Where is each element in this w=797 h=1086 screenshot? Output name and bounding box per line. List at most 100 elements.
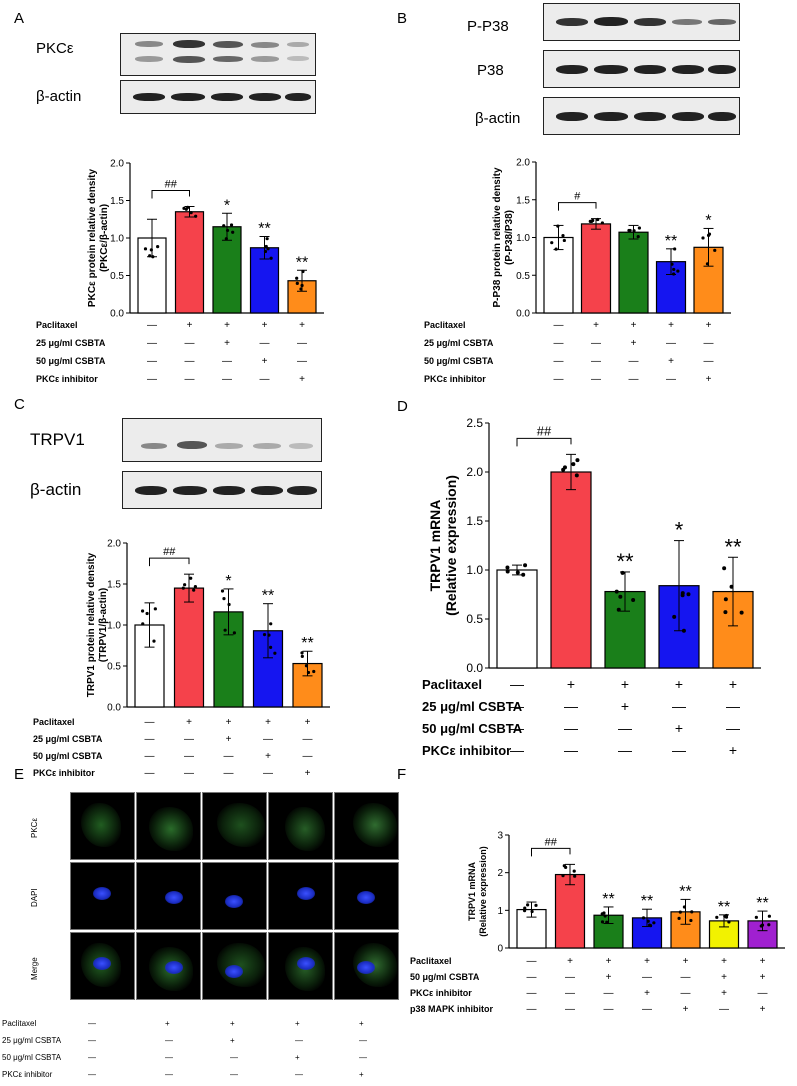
- data-point: [686, 592, 691, 597]
- condition-mark: +: [165, 1019, 170, 1028]
- data-point: [554, 247, 558, 251]
- data-point: [189, 576, 193, 580]
- condition-mark: —: [303, 751, 313, 762]
- y-axis-label-units: (PKCε/β-actin): [99, 204, 110, 272]
- condition-mark: —: [554, 374, 564, 385]
- data-point: [754, 915, 758, 919]
- data-point: [530, 909, 534, 914]
- condition-mark: +: [721, 972, 727, 983]
- data-point: [561, 874, 565, 878]
- data-point: [562, 465, 567, 470]
- data-point: [596, 217, 600, 222]
- data-point: [151, 255, 155, 259]
- condition-label: PKCε inhibitor: [33, 768, 95, 778]
- data-point: [192, 588, 196, 592]
- data-point: [616, 607, 621, 612]
- condition-mark: —: [147, 320, 157, 331]
- y-axis-label-units: (P-P38/P38): [504, 210, 515, 265]
- data-point: [605, 920, 609, 924]
- data-point: [574, 473, 579, 478]
- condition-mark: +: [265, 751, 271, 762]
- condition-mark: —: [263, 734, 273, 745]
- blot-label-actin-b: β-actin: [475, 110, 521, 127]
- condition-label: 25 μg/ml CSBTA: [424, 338, 494, 348]
- comparison-bracket: [531, 847, 571, 857]
- data-point: [723, 597, 728, 602]
- data-point: [523, 906, 527, 910]
- data-point: [713, 248, 717, 252]
- condition-mark: —: [260, 374, 270, 385]
- data-point: [672, 272, 676, 276]
- condition-label: 25 μg/ml CSBTA: [33, 734, 103, 744]
- condition-mark: —: [554, 356, 564, 367]
- condition-label: Paclitaxel: [422, 677, 482, 692]
- condition-label: Paclitaxel: [36, 320, 78, 330]
- bar: [618, 231, 649, 314]
- bracket-label: ##: [163, 546, 176, 558]
- data-point: [729, 584, 734, 589]
- condition-label: 50 μg/ml CSBTA: [33, 751, 103, 761]
- condition-mark: +: [299, 320, 305, 331]
- y-tick-label: 2.0: [466, 465, 483, 479]
- condition-mark: —: [230, 1053, 238, 1062]
- condition-mark: +: [729, 676, 737, 692]
- data-point: [232, 631, 236, 635]
- data-point: [269, 256, 273, 260]
- condition-mark: —: [165, 1070, 173, 1079]
- condition-mark: +: [224, 320, 230, 331]
- condition-mark: —: [629, 374, 639, 385]
- significance-label: **: [616, 549, 634, 574]
- condition-mark: +: [721, 956, 727, 967]
- condition-label: PKCε inhibitor: [422, 743, 511, 758]
- data-point: [652, 921, 656, 925]
- y-tick-label: 0.5: [466, 612, 483, 626]
- y-tick-label: 2.0: [110, 159, 124, 170]
- condition-mark: —: [554, 320, 564, 331]
- condition-mark: —: [554, 338, 564, 349]
- condition-label: Paclitaxel: [2, 1019, 37, 1028]
- condition-mark: —: [565, 1004, 575, 1015]
- condition-mark: —: [527, 1004, 537, 1015]
- data-point: [269, 622, 273, 626]
- micrograph-cell: [136, 792, 201, 860]
- condition-label: 25 μg/ml CSBTA: [2, 1036, 62, 1045]
- data-point: [140, 609, 145, 613]
- data-point: [637, 226, 641, 230]
- bracket-label: ##: [545, 836, 558, 848]
- y-tick-label: 2: [497, 868, 503, 879]
- condition-mark: —: [263, 768, 273, 779]
- data-point: [194, 214, 198, 218]
- data-point: [152, 639, 156, 643]
- condition-mark: —: [642, 1004, 652, 1015]
- y-axis-label-units: (Relative expression): [478, 846, 488, 937]
- blot-p38: [543, 50, 740, 88]
- y-axis-label: P-P38 protein relative density: [492, 167, 503, 307]
- data-point: [269, 645, 273, 649]
- condition-mark: —: [604, 1004, 614, 1015]
- significance-label: **: [602, 891, 614, 908]
- data-point: [670, 262, 674, 266]
- blot-actin-a: [120, 80, 316, 114]
- condition-mark: —: [295, 1070, 303, 1079]
- y-tick-label: 0.5: [110, 271, 124, 282]
- condition-mark: +: [305, 717, 311, 728]
- condition-mark: +: [760, 972, 766, 983]
- condition-mark: +: [295, 1053, 300, 1062]
- data-point: [521, 572, 526, 577]
- micrograph-cell: [268, 792, 333, 860]
- condition-mark: —: [564, 698, 578, 714]
- condition-mark: —: [564, 720, 578, 736]
- data-point: [299, 287, 303, 291]
- data-point: [681, 628, 686, 633]
- data-point: [672, 614, 677, 619]
- condition-mark: +: [187, 320, 193, 331]
- condition-mark: —: [145, 734, 155, 745]
- condition-label: 50 μg/ml CSBTA: [2, 1053, 62, 1062]
- condition-mark: +: [230, 1019, 235, 1028]
- y-tick-label: 0.5: [107, 662, 121, 673]
- significance-label: **: [262, 588, 274, 605]
- micrograph-cell: [202, 932, 267, 1000]
- data-point: [306, 670, 311, 675]
- condition-mark: +: [305, 768, 311, 779]
